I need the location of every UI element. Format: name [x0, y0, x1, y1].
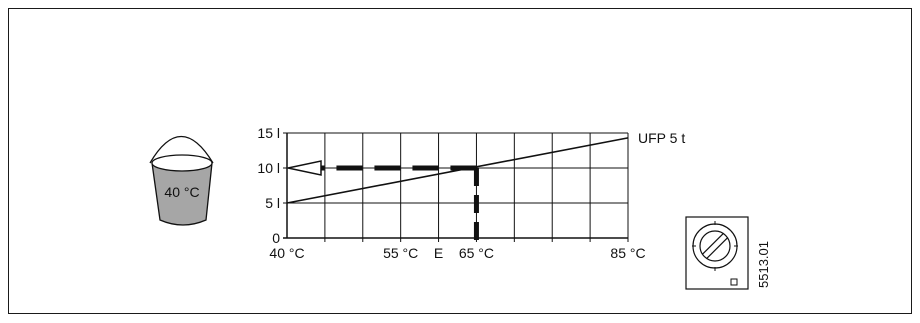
reading-arrowhead-icon — [287, 160, 322, 176]
temperature-dial-icon — [685, 216, 749, 290]
x-tick-label: E — [434, 245, 443, 261]
x-tick-label: 55 °C — [383, 245, 418, 261]
x-tick-label: 40 °C — [269, 245, 304, 261]
bucket-handle — [149, 136, 214, 164]
x-tick-label: 85 °C — [610, 245, 645, 261]
chart-reading-guides — [287, 160, 479, 240]
bucket-rim — [151, 154, 213, 172]
y-tick-label: 0 — [272, 230, 280, 246]
y-tick-label: 5 l — [265, 195, 280, 211]
bucket-body — [151, 162, 213, 226]
chart-tick-labels: 40 °C 55 °C E 65 °C 85 °C 15 l 10 l 5 l 0 — [257, 125, 645, 261]
dial-knob — [699, 230, 731, 262]
figure-code: 5513.01 — [756, 241, 771, 288]
y-tick-label: 10 l — [257, 160, 280, 176]
y-tick-label: 15 l — [257, 125, 280, 141]
bucket-temperature-label: 40 °C — [164, 184, 199, 200]
dial-grip — [701, 232, 729, 260]
chart-grid — [283, 132, 629, 242]
x-tick-label: 65 °C — [459, 245, 494, 261]
series-label: UFP 5 t — [638, 130, 685, 146]
figure-frame — [8, 8, 912, 314]
bucket-icon: 40 °C — [149, 136, 214, 226]
dial-indicator-square — [730, 278, 738, 286]
